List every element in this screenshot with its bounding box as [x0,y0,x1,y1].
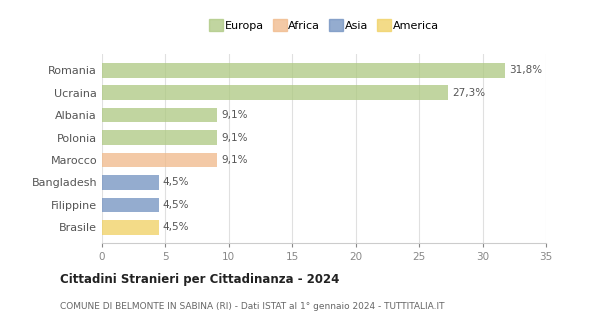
Text: 9,1%: 9,1% [221,155,248,165]
Bar [102,197,159,212]
Text: 27,3%: 27,3% [452,88,485,98]
Bar [102,63,505,77]
Text: 31,8%: 31,8% [509,65,542,75]
Text: 4,5%: 4,5% [163,200,190,210]
Bar [102,130,217,145]
Bar [102,85,448,100]
Text: Cittadini Stranieri per Cittadinanza - 2024: Cittadini Stranieri per Cittadinanza - 2… [60,273,340,286]
Text: 9,1%: 9,1% [221,132,248,143]
Text: 9,1%: 9,1% [221,110,248,120]
Bar [102,175,159,190]
Text: 4,5%: 4,5% [163,178,190,188]
Bar [102,153,217,167]
Bar [102,108,217,123]
Bar [102,220,159,235]
Legend: Europa, Africa, Asia, America: Europa, Africa, Asia, America [207,19,441,34]
Text: 4,5%: 4,5% [163,222,190,232]
Text: COMUNE DI BELMONTE IN SABINA (RI) - Dati ISTAT al 1° gennaio 2024 - TUTTITALIA.I: COMUNE DI BELMONTE IN SABINA (RI) - Dati… [60,302,445,311]
